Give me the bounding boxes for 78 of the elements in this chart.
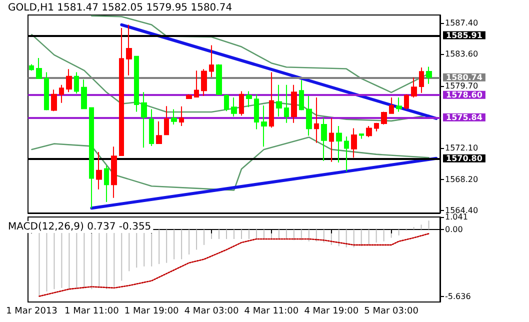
candlestick [149,108,154,147]
candlestick [156,120,162,144]
ref-line-label: 1580.74 [446,72,483,82]
candlestick [51,89,57,112]
candlestick [306,95,312,136]
y-tick-label: 1568.20 [445,175,478,184]
candlestick [171,108,177,126]
candlestick [44,72,49,111]
candlestick [321,118,327,162]
candlestick [89,107,94,209]
candlestick [66,68,72,93]
chart-title: GOLD,H1 1581.47 1582.05 1579.95 1580.74 [8,2,232,14]
y-tick-label: 1583.60 [445,50,478,59]
candlestick [314,97,319,144]
ref-line-label: 1575.84 [446,112,483,122]
line-series [31,136,430,191]
candlestick [246,90,252,108]
chart-title: MACD(12,26,9) 0.737 -0.355 [8,222,152,232]
candlestick [194,70,199,98]
x-tick-label: 5 Mar 03:00 [364,306,419,316]
candlestick [291,84,297,124]
candlestick [269,72,274,128]
x-tick-label: 4 Mar 03:00 [184,306,239,316]
candlestick [336,126,342,163]
candlestick [209,44,214,78]
candlestick [179,106,184,127]
candlestick [261,104,267,148]
candlestick [374,122,379,132]
candlestick [381,111,387,126]
x-tick-label: 4 Mar 11:00 [244,306,299,316]
candlestick [141,92,147,148]
candlestick [239,90,244,116]
candlestick [104,165,109,202]
candlestick [329,118,334,162]
candlestick [29,64,34,72]
candlestick [224,94,229,112]
candlestick [351,128,357,158]
candlestick [389,97,394,114]
y-tick-label: 1587.40 [445,18,478,28]
candlestick [359,133,364,140]
candlestick [254,94,259,130]
candlestick [36,58,42,80]
y-tick-label: 0.00 [445,224,463,234]
candlestick [344,136,349,172]
y-tick-label: 1.041 [445,212,468,222]
candlestick [74,72,79,94]
candlestick [111,146,117,198]
candlestick [276,84,282,118]
y-tick-label: 1572.10 [445,143,478,152]
x-tick-label: 4 Mar 19:00 [304,306,359,316]
candlestick [396,97,402,112]
line-series [38,233,430,297]
candlestick [126,24,132,76]
x-tick-label: 1 Mar 19:00 [124,306,180,316]
candlestick [59,84,64,104]
candlestick [404,94,409,110]
ref-line-label: 1578.60 [446,90,483,100]
candlestick [299,80,304,111]
candlestick [419,66,424,94]
candlestick [201,68,207,96]
x-tick-label: 1 Mar 2013 [6,306,58,316]
candlestick [284,84,289,124]
candlestick [366,126,372,138]
candlestick [134,56,139,112]
candlestick [81,79,87,110]
candlestick [231,97,237,118]
x-tick-label: 1 Mar 11:00 [64,306,120,316]
ref-line-label: 1585.91 [446,30,483,40]
candlestick [96,152,102,190]
candlestick [411,77,417,98]
candlestick [186,94,192,100]
ref-line-label: 1570.80 [446,154,483,163]
candlestick [426,66,432,84]
candlestick [216,64,222,95]
candlestick [119,27,124,156]
candlestick [164,106,169,136]
y-tick-label: -5.636 [445,292,471,302]
y-tick-label: 1579.70 [445,81,478,90]
